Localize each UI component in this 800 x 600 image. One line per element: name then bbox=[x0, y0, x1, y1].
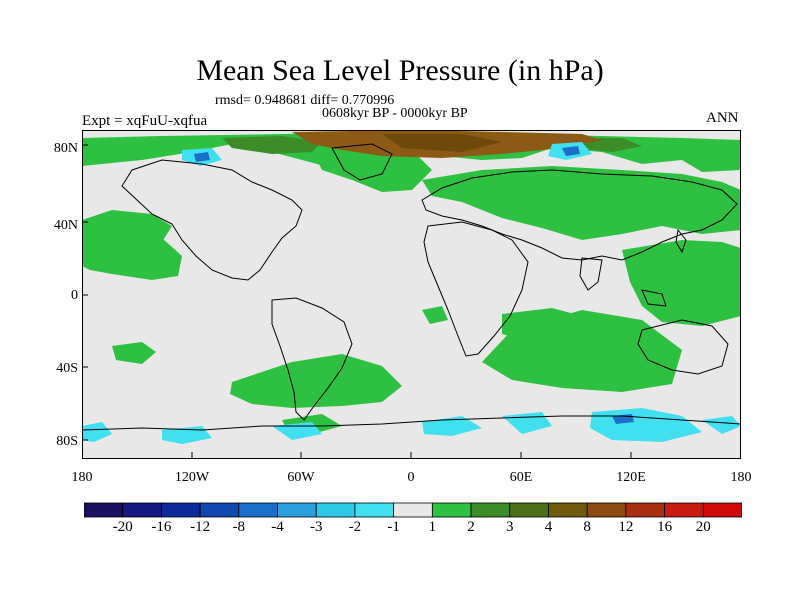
colorbar-label: 16 bbox=[657, 519, 673, 535]
stats-line: rmsd= 0.948681 diff= 0.770996 bbox=[215, 93, 395, 108]
colorbar-box bbox=[702, 502, 742, 518]
colorbar-box bbox=[238, 502, 278, 518]
lon-label-120e: 120E bbox=[616, 470, 646, 485]
colorbar-box bbox=[431, 502, 472, 518]
colorbar-label: -3 bbox=[309, 519, 323, 535]
colorbar-box bbox=[277, 502, 317, 518]
colorbar-box bbox=[161, 502, 201, 518]
axis-ticks bbox=[82, 144, 632, 459]
colorbar-label: -2 bbox=[348, 519, 362, 535]
colorbar-box bbox=[470, 502, 511, 518]
colorbar-box bbox=[315, 502, 356, 518]
colorbar-box bbox=[122, 502, 162, 518]
colorbar bbox=[84, 502, 742, 518]
lat-label-80s: 80S bbox=[56, 434, 78, 449]
colorbar-box bbox=[84, 502, 124, 518]
plot-title: Mean Sea Level Pressure (in hPa) bbox=[196, 54, 604, 87]
experiment-label: Expt = xqFuU-xqfua bbox=[82, 113, 208, 129]
colorbar-box bbox=[548, 502, 588, 518]
pressure-map bbox=[82, 130, 741, 459]
colorbar-label: -8 bbox=[232, 519, 246, 535]
lon-label-60e: 60E bbox=[509, 470, 533, 485]
lon-label-180w: 180 bbox=[71, 470, 93, 485]
colorbar-label: 8 bbox=[583, 519, 591, 535]
colorbar-labels: -20 -16 -12 -8 -4 -3 -2 -1 1 2 3 4 8 12 … bbox=[84, 519, 742, 541]
period-label: 0608kyr BP - 0000kyr BP bbox=[322, 106, 468, 121]
coastlines bbox=[82, 143, 741, 431]
colorbar-box bbox=[509, 502, 549, 518]
lon-label-60w: 60W bbox=[287, 470, 315, 485]
colorbar-box bbox=[664, 502, 704, 518]
lat-label-80n: 80N bbox=[53, 141, 78, 156]
colorbar-box bbox=[586, 502, 627, 518]
lat-label-40n: 40N bbox=[53, 218, 78, 233]
lat-label-0: 0 bbox=[71, 288, 78, 303]
lon-label-120w: 120W bbox=[174, 470, 210, 485]
lon-label-0: 0 bbox=[407, 470, 415, 485]
colorbar-label: 20 bbox=[695, 519, 711, 535]
colorbar-label: 1 bbox=[428, 519, 437, 535]
colorbar-label: -1 bbox=[387, 519, 400, 535]
lat-label-40s: 40S bbox=[56, 361, 78, 376]
colorbar-label: 3 bbox=[506, 519, 514, 535]
colorbar-label: -12 bbox=[190, 519, 211, 535]
season-label: ANN bbox=[706, 110, 739, 126]
colorbar-label: -4 bbox=[271, 519, 284, 535]
colorbar-box bbox=[393, 502, 433, 518]
colorbar-label: -16 bbox=[151, 519, 172, 535]
colorbar-box bbox=[354, 502, 395, 518]
colorbar-box bbox=[625, 502, 665, 518]
colorbar-label: -20 bbox=[112, 519, 133, 535]
positive-high-regions bbox=[292, 130, 602, 158]
colorbar-label: 4 bbox=[544, 519, 553, 535]
colorbar-label: 2 bbox=[467, 519, 475, 535]
lon-label-180e: 180 bbox=[730, 470, 752, 485]
colorbar-box bbox=[199, 502, 240, 518]
colorbar-label: 12 bbox=[618, 519, 634, 535]
